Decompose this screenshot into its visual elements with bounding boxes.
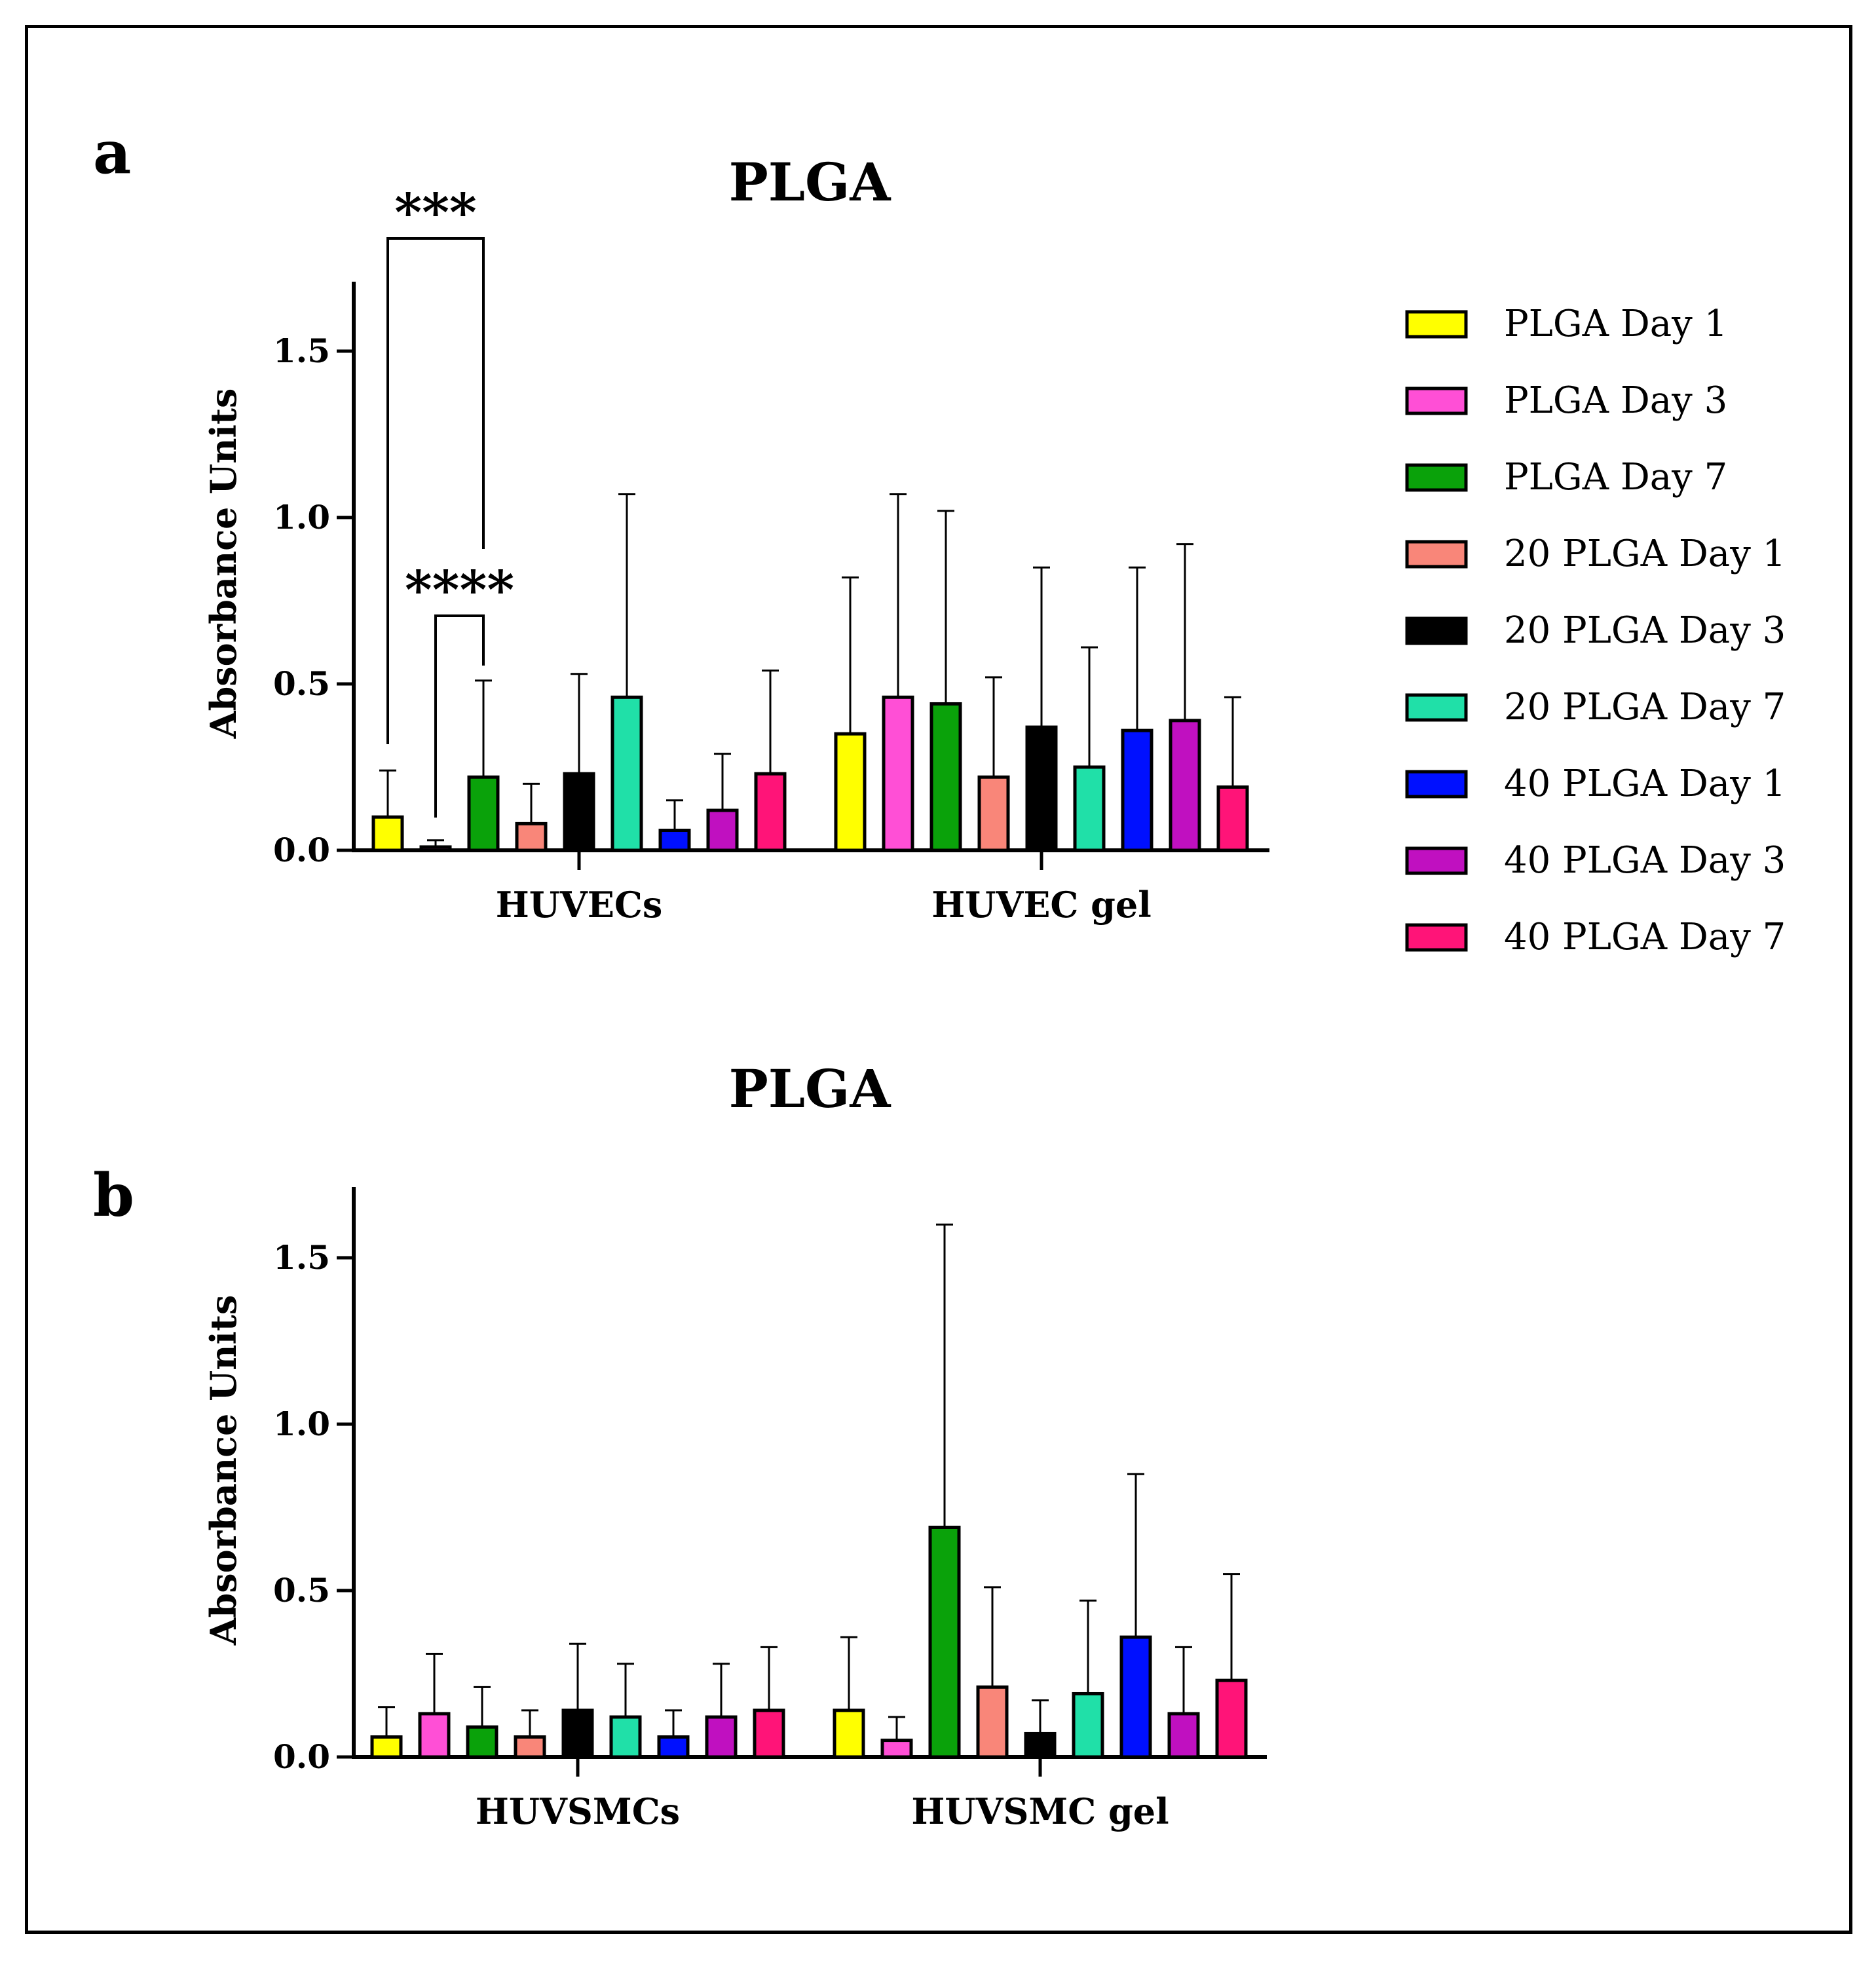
chart-title-a: PLGA (729, 151, 891, 213)
bar-20-plga-day-1 (976, 1685, 1009, 1759)
bar-plga-day-7 (928, 1525, 961, 1759)
legend-label: 40 PLGA Day 3 (1504, 839, 1786, 882)
significance-bracket (386, 237, 485, 744)
bar-plga-day-3 (419, 845, 452, 852)
bar-40-plga-day-1 (1121, 728, 1154, 852)
bar-plga-day-1 (371, 815, 404, 852)
panel-label-a: a (93, 118, 131, 187)
legend-swatch (1405, 387, 1468, 415)
bar-20-plga-day-3 (1025, 725, 1058, 852)
legend-label: 40 PLGA Day 1 (1504, 763, 1786, 805)
bar-40-plga-day-7 (1216, 785, 1249, 852)
y-tick-label: 0.0 (273, 1737, 330, 1776)
legend-label: 20 PLGA Day 3 (1504, 609, 1786, 652)
legend-swatch (1405, 540, 1468, 569)
bar-plga-day-1 (834, 732, 867, 852)
category-label: HUVEC gel (931, 884, 1152, 926)
bar-plga-day-3 (882, 695, 914, 852)
category-label: HUVSMC gel (911, 1790, 1169, 1832)
legend-label: 20 PLGA Day 7 (1504, 686, 1786, 728)
bar-plga-day-7 (929, 702, 962, 852)
bar-plga-day-1 (833, 1708, 865, 1759)
y-tick-label: 1.5 (273, 331, 330, 370)
bar-40-plga-day-3 (705, 1715, 738, 1759)
bar-20-plga-day-3 (563, 772, 595, 852)
significance-label: **** (405, 559, 514, 620)
y-axis-label-b: Absorbance Units (202, 1295, 244, 1646)
bar-plga-day-7 (467, 775, 500, 852)
legend-swatch (1405, 923, 1468, 952)
bar-40-plga-day-7 (1215, 1678, 1248, 1759)
bar-40-plga-day-1 (657, 1735, 690, 1759)
legend-label: PLGA Day 3 (1504, 379, 1727, 422)
panel-label-b: b (93, 1161, 134, 1230)
legend-swatch (1405, 310, 1468, 339)
y-tick-label: 0.5 (273, 1571, 330, 1610)
legend-swatch (1405, 616, 1468, 645)
legend-swatch (1405, 693, 1468, 722)
bar-20-plga-day-7 (610, 695, 643, 852)
bar-40-plga-day-7 (753, 1708, 785, 1759)
bar-40-plga-day-3 (1167, 1712, 1200, 1759)
bar-40-plga-day-1 (1119, 1635, 1152, 1759)
legend-label: 40 PLGA Day 7 (1504, 916, 1786, 958)
category-label: HUVECs (496, 884, 663, 926)
bar-40-plga-day-3 (1169, 719, 1201, 852)
legend-swatch (1405, 770, 1468, 799)
y-tick-label: 1.0 (273, 498, 330, 537)
bar-plga-day-7 (466, 1725, 498, 1759)
y-axis-label-a: Absorbance Units (202, 388, 244, 740)
legend-label: PLGA Day 7 (1504, 456, 1727, 499)
y-tick-label: 0.0 (273, 831, 330, 869)
chart-title-b: PLGA (729, 1058, 891, 1120)
bar-plga-day-1 (370, 1735, 403, 1759)
bar-20-plga-day-7 (1072, 1691, 1104, 1759)
bar-20-plga-day-1 (977, 775, 1010, 852)
significance-label: *** (394, 181, 477, 243)
bar-plga-day-3 (418, 1712, 451, 1759)
y-tick-label: 1.0 (273, 1405, 330, 1443)
significance-bracket (434, 614, 485, 818)
legend-swatch (1405, 463, 1468, 492)
legend-label: 20 PLGA Day 1 (1504, 533, 1786, 575)
bar-20-plga-day-7 (609, 1715, 642, 1759)
bar-40-plga-day-7 (754, 772, 787, 852)
legend-swatch (1405, 846, 1468, 875)
bar-plga-day-3 (880, 1739, 913, 1759)
bar-20-plga-day-1 (514, 1735, 546, 1759)
category-label: HUVSMCs (476, 1790, 680, 1832)
figure-frame (25, 25, 1852, 1934)
chart-b: 0.0 0.5 1.0 1.5 HUVSMCs HUVSMC gel (273, 1187, 1267, 1832)
legend: PLGA Day 1 PLGA Day 3 PLGA Day 7 20 PLGA Da… (1405, 303, 1786, 958)
bar-20-plga-day-3 (1024, 1731, 1057, 1759)
bar-20-plga-day-1 (515, 821, 548, 852)
y-tick-label: 0.5 (273, 664, 330, 703)
y-tick-label: 1.5 (273, 1238, 330, 1277)
legend-label: PLGA Day 1 (1504, 303, 1727, 345)
bar-40-plga-day-3 (706, 808, 739, 852)
bar-40-plga-day-1 (658, 829, 691, 852)
bar-20-plga-day-7 (1073, 765, 1106, 852)
bar-20-plga-day-3 (561, 1708, 594, 1759)
